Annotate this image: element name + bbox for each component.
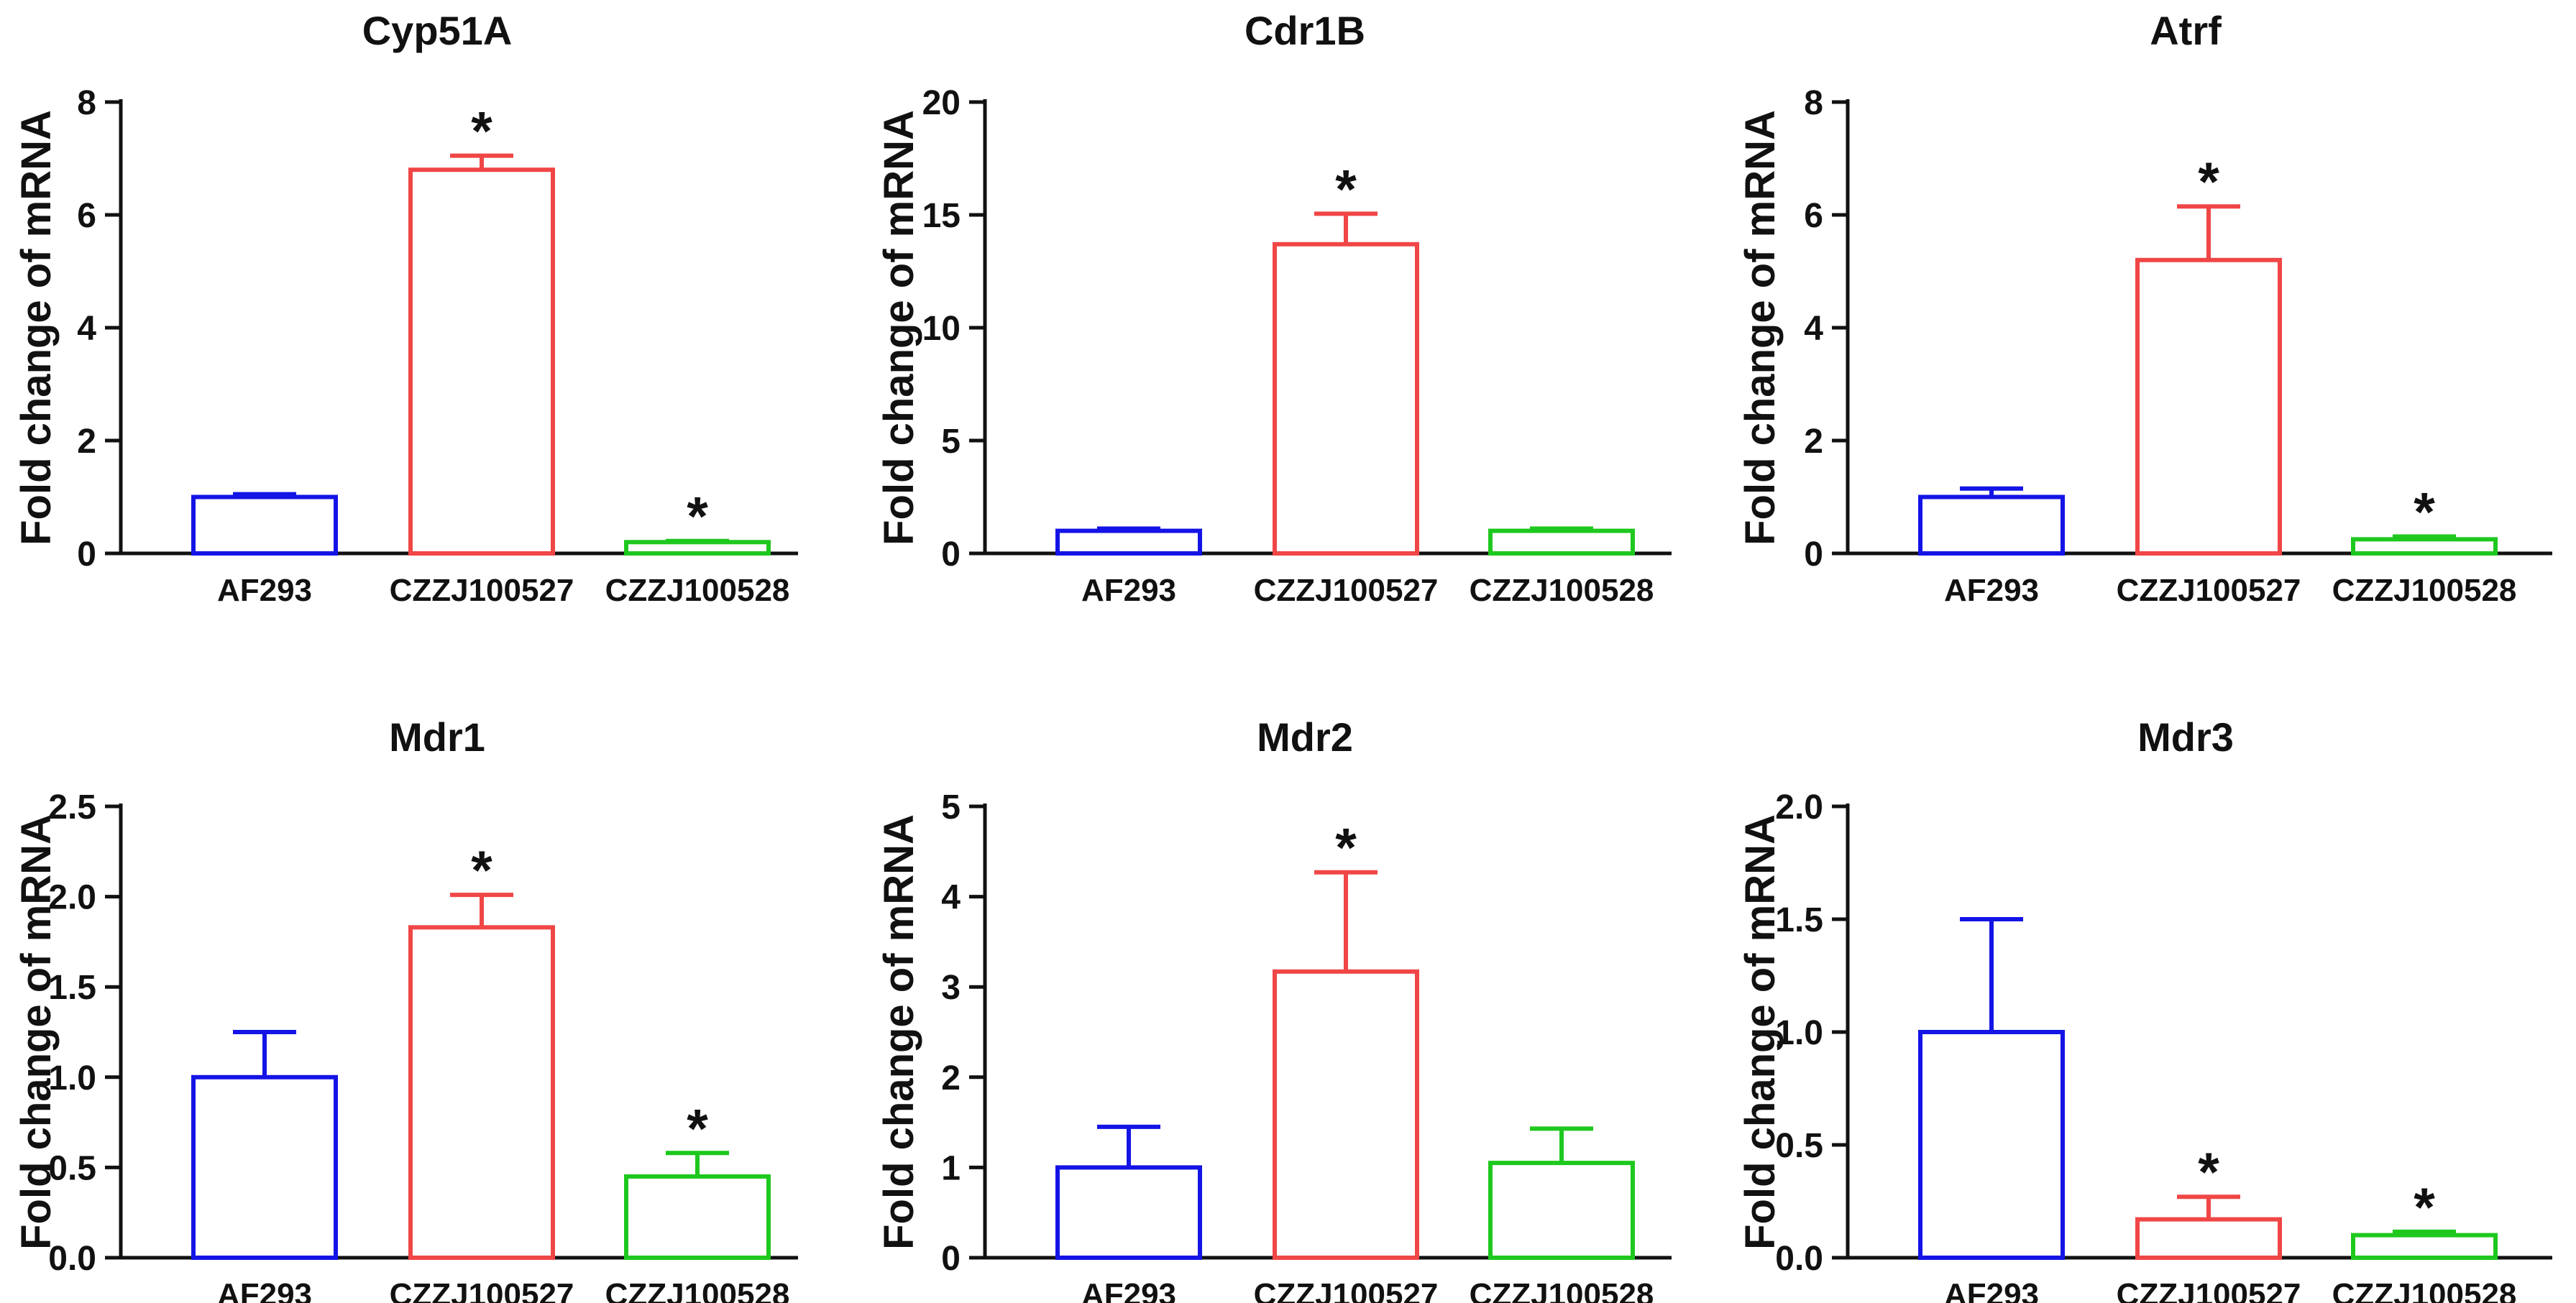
y-axis-label: Fold change of mRNA [876, 814, 922, 1250]
x-tick-label: CZZJ100527 [1254, 573, 1439, 608]
chart-title: Mdr1 [389, 714, 485, 760]
significance-star: * [1335, 159, 1357, 220]
significance-star: * [2198, 152, 2219, 213]
y-tick-label: 3 [941, 969, 961, 1007]
y-axis-label: Fold change of mRNA [13, 110, 60, 545]
y-tick-label: 0 [1804, 535, 1823, 574]
x-tick-label: CZZJ100527 [390, 1277, 574, 1303]
y-tick-label: 0.0 [48, 1240, 96, 1278]
x-tick-label: CZZJ100528 [605, 1277, 790, 1303]
bar-czzj100528 [1488, 528, 1635, 556]
significance-star: * [1335, 818, 1357, 879]
x-tick-label: CZZJ100527 [1254, 1277, 1439, 1303]
bar-czzj100527 [408, 925, 555, 1260]
y-tick-label: 2.5 [48, 788, 96, 827]
chart-panel-cdr1b: Cdr1B Fold change of mRNA 0 5 10 15 20 AF293 * CZ… [876, 8, 1672, 608]
x-tick-label: AF293 [217, 1277, 312, 1303]
y-tick-label: 1.0 [48, 1059, 96, 1097]
x-tick-label: CZZJ100527 [2117, 573, 2301, 608]
y-tick-label: 4 [941, 879, 961, 917]
y-tick-label: 2.0 [1775, 788, 1823, 827]
x-tick-label: AF293 [217, 573, 312, 608]
y-tick-label: 4 [1804, 310, 1823, 348]
y-tick-label: 4 [77, 310, 96, 348]
bar-af293 [191, 494, 338, 556]
y-axis-label: Fold change of mRNA [1737, 110, 1784, 545]
y-tick-label: 0.0 [1775, 1240, 1823, 1278]
y-tick-label: 5 [941, 423, 961, 461]
bar-czzj100527 [1273, 241, 1419, 556]
x-tick-label: CZZJ100528 [1470, 573, 1654, 608]
bar-czzj100528 [624, 540, 771, 556]
y-axis-label: Fold change of mRNA [876, 110, 922, 545]
y-tick-label: 0 [941, 1240, 961, 1278]
x-tick-label: CZZJ100528 [605, 573, 790, 608]
y-tick-label: 6 [77, 197, 96, 235]
y-tick-label: 6 [1804, 197, 1823, 235]
bar-czzj100527 [408, 167, 555, 556]
bar-czzj100527 [2135, 257, 2282, 556]
y-tick-label: 2 [77, 423, 96, 461]
chart-panel-mdr2: Mdr2 Fold change of mRNA 0 1 2 3 4 5 AF293 * CZZJ1… [876, 714, 1672, 1303]
bar-af293 [1918, 1030, 2065, 1260]
chart-title: Mdr2 [1257, 714, 1353, 760]
x-tick-label: CZZJ100527 [390, 573, 574, 608]
y-tick-label: 2 [1804, 423, 1823, 461]
x-tick-label: AF293 [1944, 573, 2039, 608]
x-tick-label: CZZJ100528 [1470, 1277, 1654, 1303]
y-tick-label: 1 [941, 1149, 961, 1187]
bar-af293 [1055, 528, 1202, 556]
y-tick-label: 8 [77, 84, 96, 122]
significance-star: * [2414, 482, 2435, 543]
x-tick-label: CZZJ100528 [2332, 573, 2517, 608]
y-tick-label: 8 [1804, 84, 1823, 122]
chart-title: Mdr3 [2137, 714, 2234, 760]
x-tick-label: AF293 [1081, 1277, 1176, 1303]
x-tick-label: CZZJ100527 [2117, 1277, 2301, 1303]
bar-af293 [191, 1074, 338, 1261]
bar-af293 [1055, 1165, 1202, 1261]
y-tick-label: 0.5 [1775, 1127, 1823, 1165]
y-tick-label: 5 [941, 788, 961, 827]
significance-star: * [687, 487, 708, 548]
x-tick-label: CZZJ100528 [2332, 1277, 2517, 1303]
y-tick-label: 0 [941, 535, 961, 574]
x-tick-label: AF293 [1081, 573, 1176, 608]
chart-title: Cyp51A [362, 8, 513, 53]
y-tick-label: 20 [922, 84, 961, 122]
significance-star: * [2414, 1177, 2435, 1238]
significance-star: * [471, 101, 492, 162]
y-tick-label: 2 [941, 1059, 961, 1097]
bar-czzj100528 [2351, 537, 2498, 556]
y-tick-label: 2.0 [48, 879, 96, 917]
bar-czzj100528 [2351, 1233, 2498, 1260]
significance-star: * [687, 1098, 708, 1159]
bar-af293 [1918, 494, 2065, 556]
bar-czzj100527 [1273, 969, 1419, 1261]
y-tick-label: 15 [922, 197, 961, 235]
significance-star: * [471, 840, 492, 901]
y-tick-label: 1.0 [1775, 1014, 1823, 1052]
bar-czzj100527 [2135, 1217, 2282, 1260]
y-tick-label: 0.5 [48, 1149, 96, 1187]
y-tick-label: 1.5 [1775, 901, 1823, 939]
bar-czzj100528 [624, 1174, 771, 1260]
chart-panel-atrf: Atrf Fold change of mRNA 0 2 4 6 8 AF293 * CZZJ10… [1737, 8, 2552, 608]
significance-star: * [2198, 1142, 2219, 1203]
y-tick-label: 0 [77, 535, 96, 574]
y-axis-label: Fold change of mRNA [13, 814, 60, 1250]
bar-czzj100528 [1488, 1161, 1635, 1260]
chart-title: Atrf [2150, 8, 2222, 53]
x-tick-label: AF293 [1944, 1277, 2039, 1303]
y-axis-label: Fold change of mRNA [1737, 814, 1784, 1250]
y-tick-label: 10 [922, 310, 961, 348]
chart-panel-cyp51a: Cyp51A Fold change of mRNA 0 2 4 6 8 AF293 * CZZJ… [13, 8, 798, 608]
y-tick-label: 1.5 [48, 969, 96, 1007]
chart-title: Cdr1B [1245, 8, 1365, 53]
